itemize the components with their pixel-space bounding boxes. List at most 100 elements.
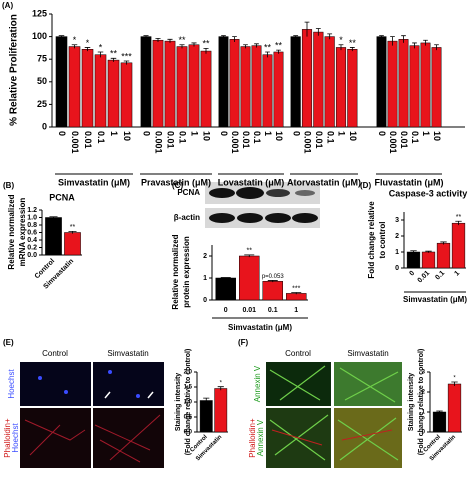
row-label: Hoechst: [7, 369, 16, 399]
x-tick-label: 0.01: [241, 131, 251, 149]
error-bar: [293, 35, 299, 38]
x-tick-label: 1: [337, 131, 347, 136]
panel-label: (D): [360, 181, 371, 190]
x-tick-label: 0.1: [325, 131, 335, 144]
y-tick-label: 0.5: [184, 415, 193, 421]
x-tick-label: 10: [432, 131, 442, 141]
error-bar: [267, 280, 278, 283]
bar: [120, 62, 133, 128]
bar: [262, 281, 283, 301]
blot-band: [209, 213, 235, 223]
error-bar: [349, 47, 355, 52]
y-tick-label: 2: [422, 390, 426, 396]
significance-label: *: [339, 35, 343, 45]
x-tick-label: 1: [454, 270, 462, 278]
blot-label: PCNA: [177, 188, 200, 197]
y-tick-label: 0.4: [27, 237, 37, 244]
blot-band: [209, 188, 235, 198]
row-label: Annexin V: [253, 365, 262, 402]
blot-band: [236, 187, 264, 199]
y-tick-label: 75: [37, 54, 47, 64]
bar: [347, 49, 358, 128]
panel-label: (B): [3, 181, 14, 190]
blot-band: [295, 190, 315, 196]
arrow: [104, 391, 111, 399]
x-tick-label: 0.1: [410, 131, 420, 144]
x-tick-label: 0.001: [154, 131, 164, 154]
y-tick-label: 50: [37, 76, 47, 86]
bar: [290, 36, 301, 128]
row-label: Phalloidin+: [3, 418, 12, 458]
bar: [431, 47, 442, 128]
error-bar: [423, 39, 428, 46]
bar: [45, 217, 62, 256]
blot-band: [292, 213, 318, 223]
x-tick-label: 0.01: [83, 131, 93, 149]
error-bar: [123, 60, 130, 65]
actin-fibers: [24, 414, 161, 463]
y-axis-label: Relative normalized: [171, 234, 180, 309]
micrographs-f: Control Simvastatin Annexin V Phalloidin…: [248, 349, 402, 468]
bar: [324, 36, 335, 128]
error-bar: [179, 44, 185, 49]
bar: [68, 46, 81, 128]
x-tick-label: 0: [57, 131, 67, 136]
error-bar: [434, 44, 439, 51]
x-tick-label: 10: [202, 131, 212, 141]
y-tick-label: 100: [32, 31, 47, 41]
error-bar: [58, 35, 65, 38]
x-tick-label: 0.001: [230, 131, 240, 154]
x-tick-label: 0: [224, 307, 228, 314]
y-tick-label: 0.6: [27, 229, 37, 236]
error-bar: [455, 220, 462, 226]
group-label: Fluvastatin (μM): [374, 177, 443, 187]
x-tick-label: 0.1: [96, 131, 106, 144]
error-bar: [410, 250, 417, 254]
significance-label: *: [86, 38, 90, 48]
bar: [335, 47, 347, 128]
bar: [406, 251, 421, 269]
panel-label: (E): [3, 338, 14, 347]
error-bar: [49, 216, 58, 219]
y-tick-label: 2.0: [184, 370, 193, 376]
bar: [432, 411, 447, 433]
significance-label: **: [178, 35, 186, 45]
y-axis-label: % Relative Proliferation: [9, 14, 20, 126]
y-axis-label: (Fold change relative to control): [418, 349, 425, 456]
y-tick-label: 25: [37, 99, 47, 109]
error-bar: [291, 292, 302, 295]
micrograph: [20, 362, 91, 406]
error-bar: [203, 47, 209, 54]
error-bar: [167, 38, 173, 43]
error-bar: [436, 410, 443, 413]
x-tick-label: 0: [142, 131, 152, 136]
column-label: Control: [42, 349, 68, 358]
x-tick-label: 1: [263, 131, 273, 136]
y-tick-label: 0: [422, 430, 426, 436]
x-tick-label: 1: [294, 307, 298, 314]
x-tick-label: 1: [109, 131, 119, 136]
x-tick-label: 0.01: [417, 270, 432, 285]
column-label: Simvastatin: [347, 349, 388, 358]
significance-label: **: [202, 39, 210, 49]
y-tick-label: 0.8: [27, 222, 37, 229]
significance-label: **: [349, 38, 357, 48]
significance-label: *: [73, 35, 77, 45]
x-tick-label: 0.001: [70, 131, 80, 154]
x-tick-label: 0.1: [434, 270, 446, 282]
y-tick-label: 2: [395, 233, 399, 240]
error-bar: [315, 28, 321, 36]
error-bar: [244, 254, 255, 258]
error-bar: [221, 35, 226, 38]
bar: [199, 400, 213, 433]
error-bar: [440, 241, 447, 245]
error-bar: [401, 35, 406, 43]
bar: [164, 40, 176, 128]
nucleus: [38, 376, 42, 380]
bar: [398, 39, 409, 128]
western-blot: PCNA β-actin: [174, 182, 320, 228]
significance-label: ***: [121, 51, 132, 61]
group-label: Simvastatin (μM): [58, 177, 130, 187]
x-tick-label: 10: [348, 131, 358, 141]
